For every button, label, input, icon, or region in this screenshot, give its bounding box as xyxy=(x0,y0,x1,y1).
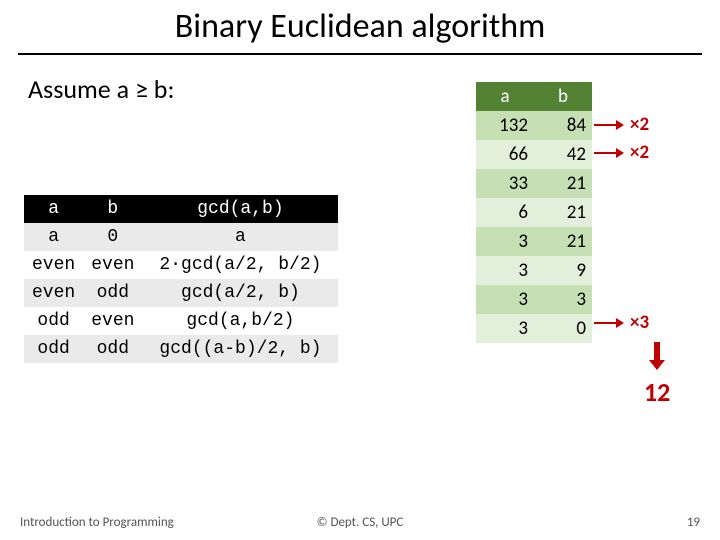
table-row: evenoddgcd(a/2, b) xyxy=(24,279,338,307)
slide: Binary Euclidean algorithm Assume a ≥ b:… xyxy=(0,0,720,540)
arrow-right-icon xyxy=(594,152,622,154)
annotation-x2-1: ×2 xyxy=(594,113,649,136)
table-row: 621 xyxy=(476,198,592,227)
table-row: oddoddgcd((a-b)/2, b) xyxy=(24,335,338,363)
table-row: eveneven2·gcd(a/2, b/2) xyxy=(24,251,338,279)
rules-col-a: a xyxy=(24,195,83,223)
table-row: 33 xyxy=(476,285,592,314)
annotation-label: ×3 xyxy=(630,311,649,334)
page-title: Binary Euclidean algorithm xyxy=(18,0,702,55)
table-row: 13284 xyxy=(476,111,592,140)
table-row: 30 xyxy=(476,314,592,343)
arrow-right-icon xyxy=(594,124,622,126)
annotation-label: ×2 xyxy=(630,141,649,164)
annotation-x3: ×3 xyxy=(594,311,649,334)
rules-table: a b gcd(a,b) a0a eveneven2·gcd(a/2, b/2)… xyxy=(24,195,338,363)
arrow-down-icon xyxy=(650,342,664,370)
table-row: a0a xyxy=(24,223,338,251)
table-row: 3321 xyxy=(476,169,592,198)
rules-col-b: b xyxy=(83,195,142,223)
table-row: 6642 xyxy=(476,140,592,169)
table-row: 39 xyxy=(476,256,592,285)
annotation-label: ×2 xyxy=(630,113,649,136)
footer-center: © Dept. CS, UPC xyxy=(317,515,404,530)
table-row: 321 xyxy=(476,227,592,256)
table-row: oddevengcd(a,b/2) xyxy=(24,307,338,335)
assume-text: Assume a ≥ b: xyxy=(28,73,720,105)
result-value: 12 xyxy=(644,376,670,408)
annotation-x2-2: ×2 xyxy=(594,141,649,164)
trace-col-a: a xyxy=(476,82,534,111)
trace-col-b: b xyxy=(534,82,592,111)
trace-table: a b 13284 6642 3321 621 321 39 33 30 xyxy=(476,82,592,343)
footer-left: Introduction to Programming xyxy=(20,515,174,530)
rules-col-gcd: gcd(a,b) xyxy=(142,195,338,223)
arrow-right-icon xyxy=(594,322,622,324)
footer-page: 19 xyxy=(687,515,700,530)
